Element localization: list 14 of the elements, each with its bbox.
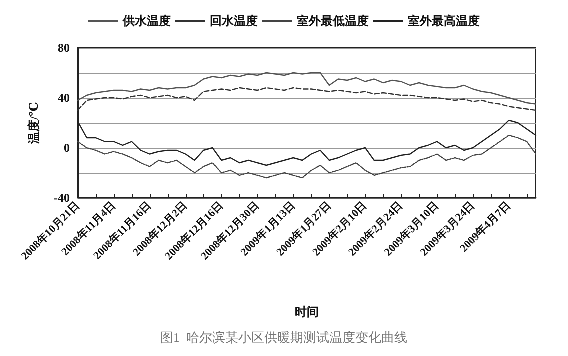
y-tick-label: 40	[58, 91, 70, 105]
y-tick-label: 0	[64, 141, 70, 155]
line-series	[77, 72, 537, 105]
caption: 图1 哈尔滨某小区供暖期测试温度变化曲线	[160, 330, 408, 345]
y-tick-label: -40	[54, 191, 70, 205]
legend-label: 室外最高温度	[408, 14, 480, 28]
legend-label: 室外最低温度	[297, 14, 369, 28]
y-tick-label: 80	[58, 41, 70, 55]
legend-label: 供水温度	[122, 14, 171, 28]
x-axis-title: 时间	[295, 305, 319, 319]
line-series	[77, 87, 537, 112]
y-axis-title: 温度/℃	[27, 102, 41, 145]
legend-label: 回水温度	[210, 14, 258, 28]
line-series	[77, 134, 537, 179]
